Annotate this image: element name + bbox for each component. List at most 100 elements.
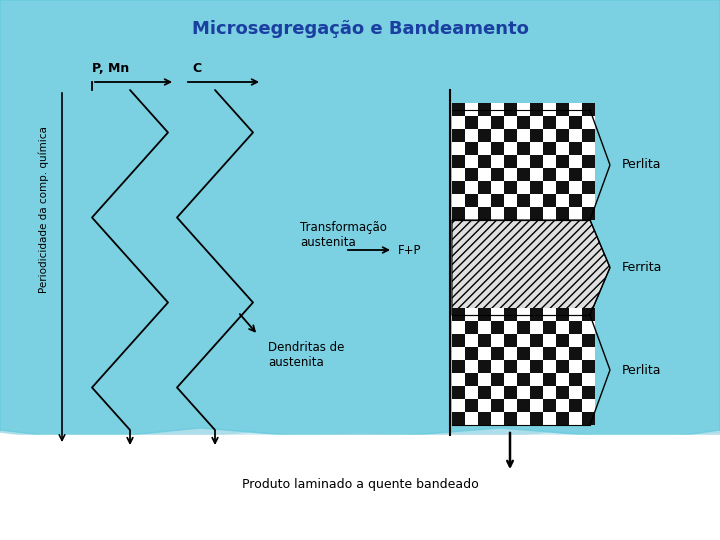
Bar [543,347,556,360]
Polygon shape [0,435,720,540]
Bar [543,308,556,321]
Bar [517,181,530,194]
Bar [491,168,504,181]
Bar [569,103,582,116]
Bar [530,399,543,412]
Bar [478,321,491,334]
Bar [530,168,543,181]
Bar [543,360,556,373]
Bar [504,207,517,220]
Bar [556,181,569,194]
Bar [491,373,504,386]
Bar [517,334,530,347]
Bar [465,399,478,412]
Bar [556,321,569,334]
Bar [582,386,595,399]
Bar [517,168,530,181]
Bar [569,207,582,220]
Bar [491,360,504,373]
Text: Microsegregação e Bandeamento: Microsegregação e Bandeamento [192,20,528,38]
Bar [556,155,569,168]
Bar [478,308,491,321]
Text: F+P: F+P [398,244,421,256]
Bar [543,334,556,347]
Bar [530,373,543,386]
Bar [465,103,478,116]
Bar [530,347,543,360]
Bar [465,181,478,194]
Bar [517,129,530,142]
Bar [556,129,569,142]
Bar [530,321,543,334]
Bar [556,168,569,181]
Bar [582,181,595,194]
Bar [452,321,465,334]
Bar [530,181,543,194]
Bar [556,103,569,116]
Bar [543,412,556,425]
Bar [452,155,465,168]
Bar [478,386,491,399]
Text: Perlita: Perlita [622,363,662,376]
Bar [465,142,478,155]
Bar [543,129,556,142]
Bar [569,399,582,412]
Bar [582,168,595,181]
Text: Transformação
austenita: Transformação austenita [300,221,387,249]
Bar [517,155,530,168]
Bar [491,399,504,412]
Bar [452,116,465,129]
Bar [582,103,595,116]
Bar [504,142,517,155]
Bar [517,321,530,334]
Bar [543,155,556,168]
Bar [569,347,582,360]
Text: C: C [192,62,201,75]
Bar [465,412,478,425]
Bar [452,347,465,360]
Bar [530,116,543,129]
Text: Perlita: Perlita [622,159,662,172]
Bar [569,181,582,194]
Bar [478,103,491,116]
Bar [543,373,556,386]
Bar [582,360,595,373]
Bar [517,116,530,129]
Bar [491,103,504,116]
Bar [478,207,491,220]
Bar [543,194,556,207]
Bar [504,412,517,425]
Bar [491,412,504,425]
Bar [504,168,517,181]
Bar [504,360,517,373]
Bar [569,129,582,142]
Bar [543,399,556,412]
Bar [569,412,582,425]
Bar [543,103,556,116]
Bar [491,334,504,347]
Text: Produto laminado a quente bandeado: Produto laminado a quente bandeado [242,478,478,491]
Bar [556,360,569,373]
Bar [452,142,465,155]
Bar [452,386,465,399]
Bar [504,103,517,116]
Bar [569,373,582,386]
Bar [491,142,504,155]
Bar [530,129,543,142]
Bar [465,386,478,399]
Bar [530,207,543,220]
Bar [556,386,569,399]
Bar [582,334,595,347]
Bar [517,207,530,220]
Bar [504,194,517,207]
Bar [478,360,491,373]
Bar [465,116,478,129]
Bar [556,308,569,321]
Bar [543,142,556,155]
Bar [569,360,582,373]
Bar [452,129,465,142]
Bar [543,116,556,129]
Bar [517,386,530,399]
Bar [569,142,582,155]
Bar [517,142,530,155]
